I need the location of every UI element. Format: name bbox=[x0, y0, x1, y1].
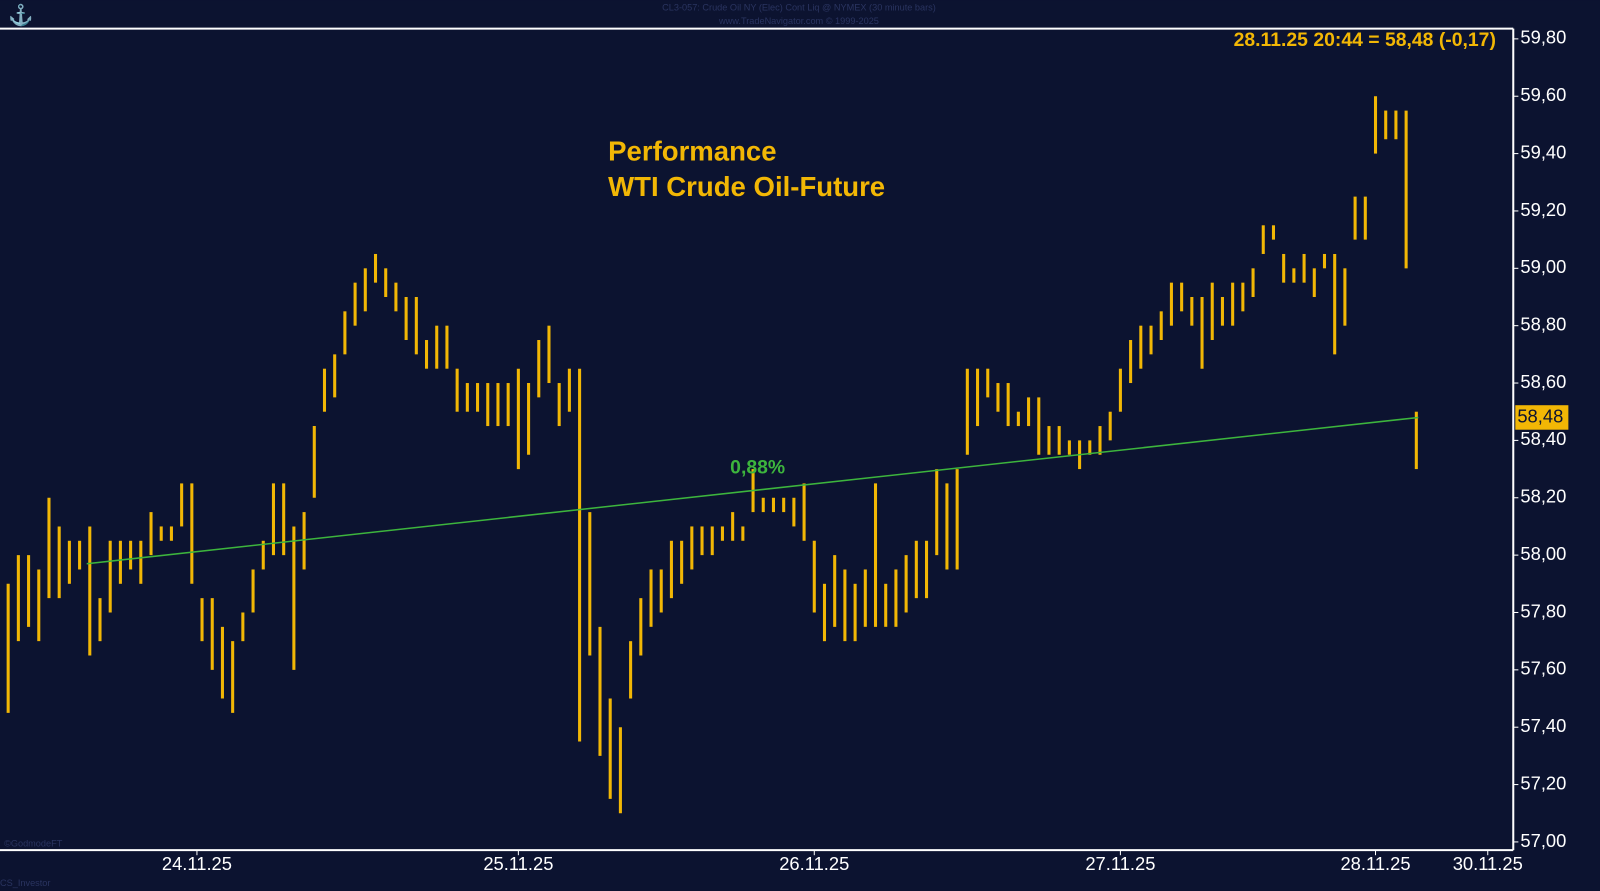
y-tick-label: 59,20 bbox=[1520, 199, 1566, 220]
y-tick-label: 58,40 bbox=[1520, 428, 1566, 449]
chart-title: Performance bbox=[608, 135, 776, 166]
x-tick-label: 25.11.25 bbox=[483, 853, 553, 874]
y-tick-label: 59,60 bbox=[1520, 84, 1566, 105]
last-price-label: 58,48 bbox=[1517, 405, 1563, 426]
y-tick-label: 57,00 bbox=[1520, 830, 1566, 851]
x-tick-label: 24.11.25 bbox=[162, 853, 232, 874]
last-price-box bbox=[1515, 405, 1569, 430]
y-tick-label: 57,20 bbox=[1520, 772, 1566, 793]
y-tick-label: 59,00 bbox=[1520, 256, 1566, 277]
x-tick-label: 26.11.25 bbox=[779, 853, 849, 874]
y-tick-label: 58,00 bbox=[1520, 543, 1566, 564]
header: www.TradeNavigator.com © 1999-2025 bbox=[718, 16, 879, 26]
footer: CS_Investor bbox=[0, 878, 50, 888]
y-tick-label: 57,80 bbox=[1520, 600, 1566, 621]
trend-label: 0,88% bbox=[730, 456, 785, 478]
x-tick-label: 27.11.25 bbox=[1085, 853, 1155, 874]
y-tick-label: 57,40 bbox=[1520, 715, 1566, 736]
y-tick-label: 58,60 bbox=[1520, 371, 1566, 392]
chart-subtitle: WTI Crude Oil-Future bbox=[608, 171, 885, 202]
x-tick-label: 28.11.25 bbox=[1340, 853, 1410, 874]
y-tick-label: 58,20 bbox=[1520, 486, 1566, 507]
y-tick-label: 59,80 bbox=[1520, 27, 1566, 48]
y-tick-label: 57,60 bbox=[1520, 658, 1566, 679]
y-tick-label: 58,80 bbox=[1520, 314, 1566, 335]
trend-line bbox=[86, 416, 1419, 565]
logo: ⚓ bbox=[8, 3, 33, 27]
footer: ©GodmodeFT bbox=[4, 838, 63, 848]
y-tick-label: 59,40 bbox=[1520, 141, 1566, 162]
quote: 28.11.25 20:44 = 58,48 (-0,17) bbox=[1234, 29, 1496, 51]
header: CL3-057: Crude Oil NY (Elec) Cont Liq @ … bbox=[662, 3, 936, 13]
x-tick-label: 30.11.25 bbox=[1453, 853, 1523, 874]
